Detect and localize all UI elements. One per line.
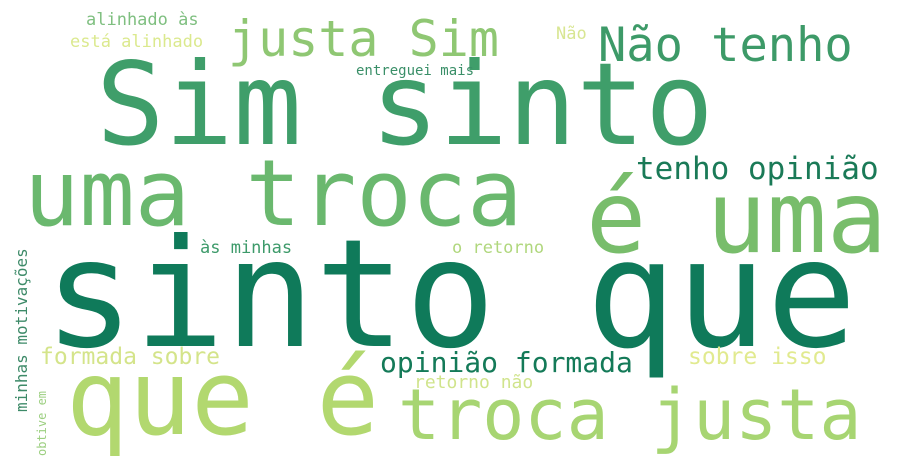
word-tenho-opiniao: tenho opinião (636, 151, 879, 187)
word-alinhado-as: alinhado às (86, 10, 199, 30)
word-opiniao-formada: opinião formada (380, 346, 633, 379)
word-entreguei-mais: entreguei mais (356, 63, 475, 79)
word-retorno-nao: retorno não (414, 372, 534, 393)
word-sinto-que: sinto que (44, 208, 857, 382)
word-sobre-isso: sobre isso (688, 344, 827, 370)
word-formada-sobre: formada sobre (40, 344, 221, 370)
word-as-minhas: às minhas (200, 238, 293, 258)
word-o-retorno: o retorno (452, 238, 545, 258)
word-uma-troca: uma troca (24, 140, 523, 247)
word-nao: Não (556, 24, 587, 44)
word-minhas-motivacoes: minhas motivações (12, 248, 31, 412)
word-obtive-em: obtive em (35, 390, 49, 456)
word-esta-alinhado: está alinhado (70, 32, 204, 52)
word-troca-justa: troca justa (398, 374, 862, 456)
word-nao-tenho: Não tenho (598, 18, 853, 73)
word-sim-sinto: Sim sinto (96, 38, 714, 171)
word-que-e: que é (66, 337, 380, 459)
word-e-uma: é uma (586, 159, 888, 276)
word-justa-sim: justa Sim (228, 10, 499, 68)
